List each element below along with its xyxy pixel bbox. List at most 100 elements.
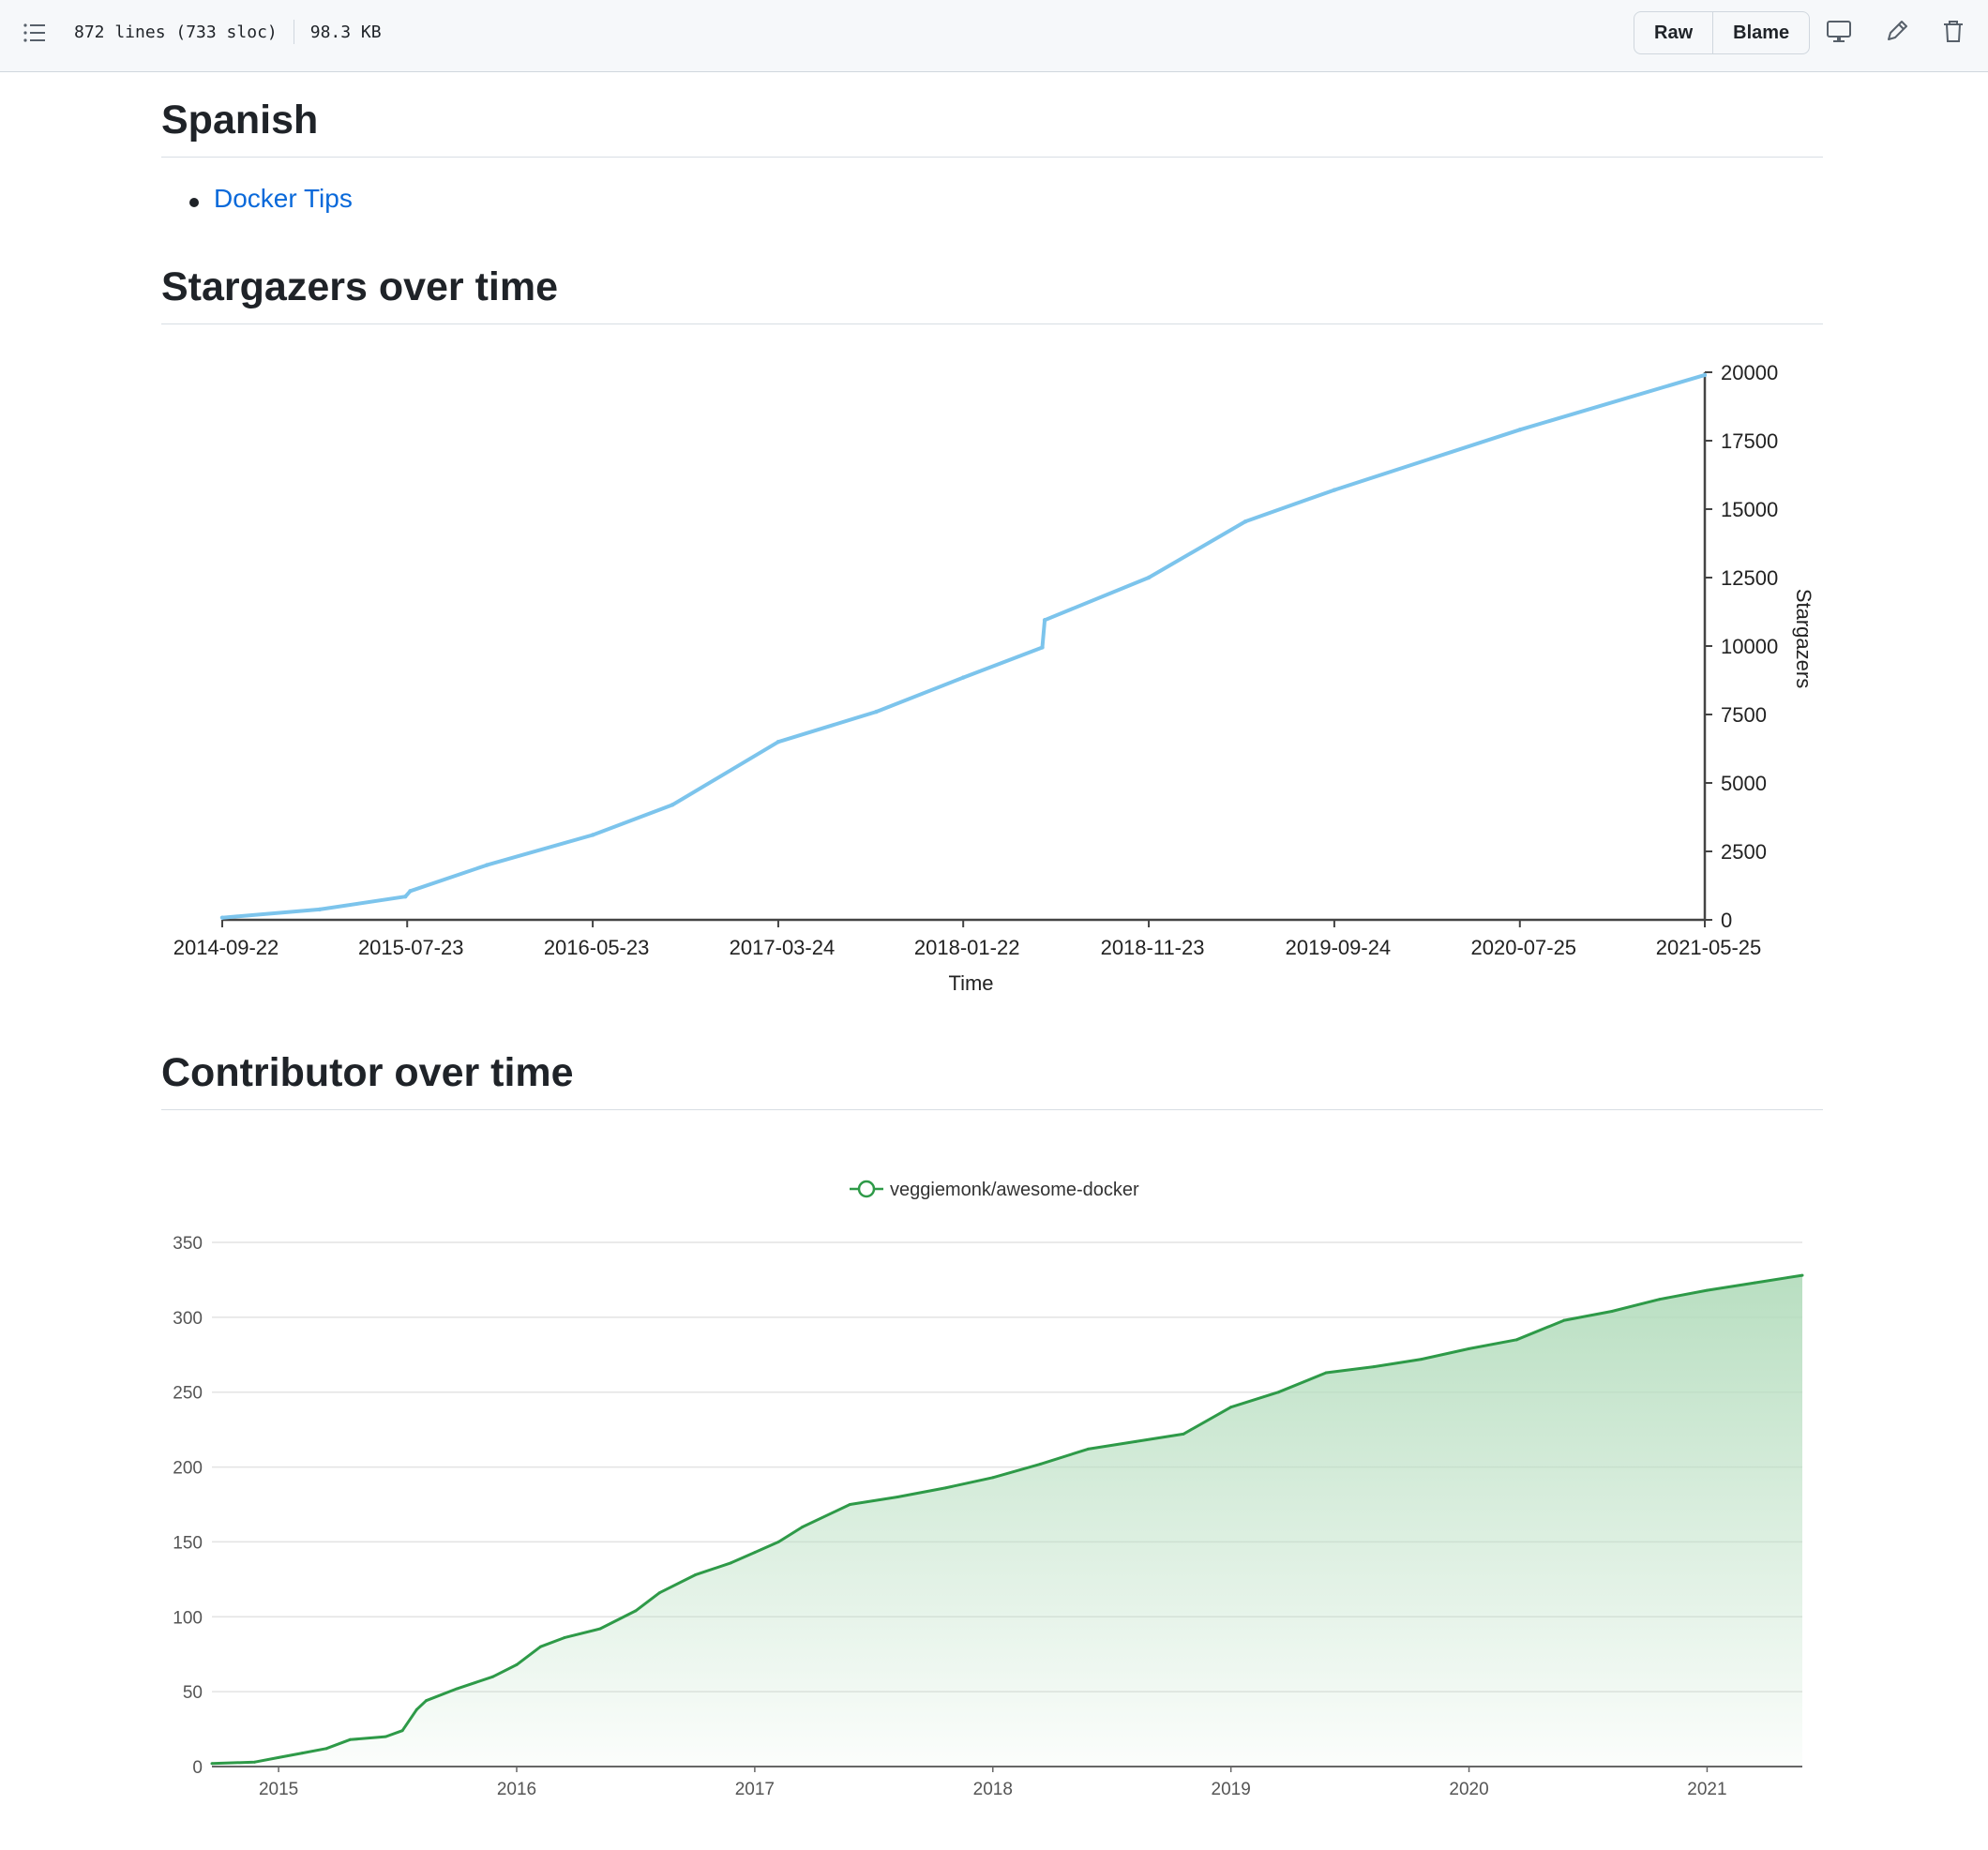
x-tick-label: 2014-09-22: [173, 936, 279, 959]
data-point: [253, 1760, 257, 1764]
y-tick-label: 0: [192, 1758, 203, 1778]
blame-button[interactable]: Blame: [1712, 12, 1809, 53]
x-tick-label: 2021: [1687, 1780, 1726, 1799]
link-docker-tips[interactable]: Docker Tips: [214, 184, 353, 213]
data-point: [1658, 1298, 1662, 1301]
data-point: [1517, 428, 1522, 432]
x-tick-label: 2018: [973, 1780, 1013, 1799]
data-point: [598, 1627, 602, 1631]
file-info: 872 lines (733 sloc) 98.3 KB: [74, 20, 382, 44]
table-of-contents-icon[interactable]: [21, 19, 49, 47]
data-point: [693, 1573, 697, 1577]
data-point: [1514, 1338, 1518, 1342]
data-point: [515, 1662, 519, 1666]
data-point: [300, 1752, 304, 1755]
data-point: [776, 740, 781, 745]
data-point: [1086, 1447, 1090, 1451]
data-point: [657, 1591, 661, 1595]
data-point: [414, 1707, 418, 1711]
y-tick-label: 100: [173, 1608, 203, 1628]
heading-contributor: Contributor over time: [161, 1050, 1823, 1110]
x-tick-label: 2021-05-25: [1656, 936, 1762, 959]
desktop-icon[interactable]: [1825, 17, 1853, 45]
list-item: Docker Tips: [161, 184, 353, 214]
data-point: [1372, 1365, 1376, 1369]
data-point: [1800, 1273, 1804, 1277]
data-point: [1276, 1391, 1280, 1394]
data-point: [1420, 1358, 1423, 1361]
x-tick-label: 2015-07-23: [358, 936, 464, 959]
data-point: [1229, 1406, 1233, 1409]
data-point: [1182, 1432, 1185, 1436]
y-tick-label: 5000: [1721, 772, 1767, 795]
y-tick-label: 15000: [1721, 498, 1778, 521]
x-tick-label: 2020: [1449, 1780, 1488, 1799]
x-tick-label: 2016-05-23: [544, 936, 650, 959]
data-point: [563, 1636, 566, 1640]
y-tick-label: 12500: [1721, 566, 1778, 590]
x-tick-label: 2019-09-24: [1286, 936, 1392, 959]
x-tick-label: 2020-07-25: [1471, 936, 1577, 959]
data-point: [848, 1503, 851, 1506]
x-tick-label: 2017-03-24: [730, 936, 836, 959]
raw-blame-group: Raw Blame: [1634, 11, 1811, 54]
y-tick-label: 350: [173, 1234, 203, 1254]
y-tick-label: 10000: [1721, 635, 1778, 658]
x-tick-label: 2015: [259, 1780, 298, 1799]
data-point: [776, 1540, 780, 1543]
x-tick-label: 2018-11-23: [1101, 936, 1205, 959]
data-point: [943, 1486, 947, 1490]
file-toolbar: 872 lines (733 sloc) 98.3 KB Raw Blame: [0, 0, 1988, 72]
spanish-link-list: Docker Tips: [161, 184, 353, 214]
data-point: [1039, 1462, 1043, 1466]
y-tick-label: 0: [1721, 909, 1732, 932]
data-point: [1324, 1371, 1328, 1375]
data-point: [874, 709, 879, 714]
data-point: [317, 907, 322, 912]
line-count: 872 lines (733 sloc): [74, 22, 278, 42]
y-tick-label: 250: [173, 1384, 203, 1404]
data-point: [219, 915, 225, 920]
y-tick-label: 200: [173, 1459, 203, 1479]
data-point: [1146, 575, 1152, 580]
data-point: [1332, 488, 1337, 492]
contributor-line: [211, 1273, 1803, 1766]
data-point: [348, 1737, 352, 1741]
y-axis-label: Stargazers: [1792, 589, 1815, 688]
data-point: [538, 1645, 542, 1648]
trash-icon[interactable]: [1939, 17, 1967, 45]
y-tick-label: 7500: [1721, 703, 1767, 727]
file-size: 98.3 KB: [309, 22, 382, 42]
data-point: [1468, 1346, 1471, 1350]
data-point: [1705, 1288, 1709, 1292]
x-tick-label: 2018-01-22: [914, 936, 1020, 959]
y-tick-label: 20000: [1721, 361, 1778, 384]
contributor-area: [212, 1275, 1802, 1767]
data-point: [960, 675, 966, 680]
raw-button[interactable]: Raw: [1654, 23, 1694, 43]
x-tick-label: 2016: [497, 1780, 536, 1799]
data-point: [670, 803, 675, 807]
data-point: [210, 1762, 214, 1766]
pencil-icon[interactable]: [1883, 17, 1911, 45]
y-tick-label: 300: [173, 1309, 203, 1329]
data-point: [753, 1551, 757, 1555]
data-point: [896, 1496, 899, 1499]
legend-label: veggiemonk/awesome-docker: [890, 1180, 1139, 1200]
y-tick-label: 50: [183, 1683, 203, 1703]
x-axis-label: Time: [948, 971, 993, 995]
data-point: [634, 1609, 638, 1613]
data-point: [590, 833, 595, 837]
y-tick-label: 150: [173, 1533, 203, 1553]
data-point: [456, 1687, 459, 1691]
data-point: [1040, 645, 1045, 650]
data-point: [324, 1747, 328, 1751]
data-point: [408, 889, 413, 894]
heading-stargazers: Stargazers over time: [161, 264, 1823, 324]
data-point: [400, 1729, 404, 1733]
y-tick-label: 17500: [1721, 429, 1778, 453]
data-point: [1562, 1318, 1566, 1322]
data-point: [384, 1735, 387, 1738]
data-point: [1134, 1439, 1137, 1443]
legend-marker: [857, 1180, 876, 1198]
